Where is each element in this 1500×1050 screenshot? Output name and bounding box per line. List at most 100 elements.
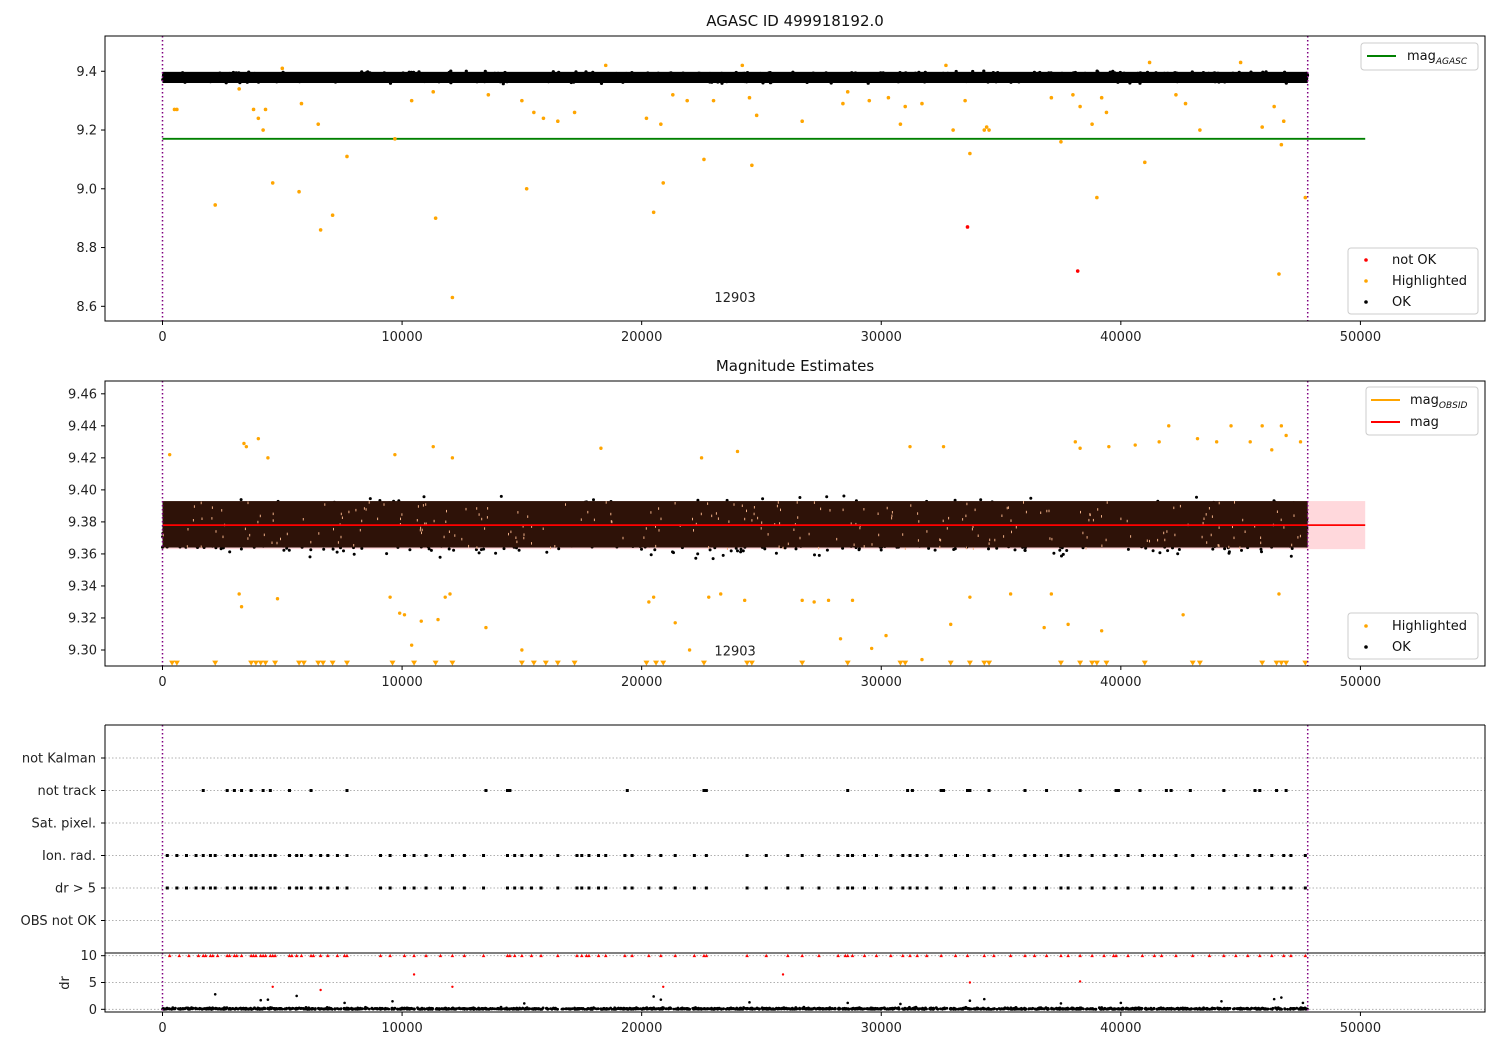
ok-points-band <box>161 69 1310 86</box>
agasc-plot-area: 0 10000 20000 30000 40000 500008.68.89.09.29.… <box>76 35 1486 345</box>
ok-point <box>429 548 433 552</box>
ok-point <box>736 549 739 553</box>
agasc-point-legend-box <box>1347 247 1479 315</box>
ok-point <box>408 548 412 552</box>
agasc-x-tick-label: 50000 <box>1340 330 1381 345</box>
ok-point <box>494 551 498 555</box>
ok-point <box>1211 547 1215 551</box>
highlighted-point <box>659 122 663 126</box>
ok-point <box>798 496 802 499</box>
highlighted-point <box>747 95 752 100</box>
ok-point <box>649 553 653 557</box>
ok-point <box>219 547 223 551</box>
agasc-x-tick-label: 30000 <box>861 330 902 345</box>
ok-point <box>322 547 326 551</box>
highlighted-point <box>1277 272 1281 276</box>
highlighted-point <box>903 104 908 109</box>
highlighted-point <box>318 228 323 232</box>
highlighted-point <box>1059 139 1063 144</box>
highlighted-point <box>603 63 608 68</box>
ok-point <box>360 546 364 550</box>
highlighted-point <box>256 116 261 121</box>
highlighted-point <box>750 163 754 168</box>
agasc-y-tick-label: 8.6 <box>76 300 97 315</box>
ok-point <box>1176 552 1180 556</box>
mag-estimates-panel-title: Magnitude Estimates <box>716 357 874 375</box>
highlighted-point <box>1147 60 1152 65</box>
ok-point <box>477 551 481 555</box>
highlighted-point <box>270 181 275 185</box>
agasc-x-tick-label: 40000 <box>1100 330 1141 345</box>
ok-point <box>729 549 733 553</box>
highlighted-point <box>898 122 903 126</box>
ok-point <box>653 548 657 552</box>
clipped-marks <box>161 60 1366 300</box>
highlighted-point <box>450 295 455 300</box>
ok-legend-marker <box>1364 300 1368 304</box>
highlighted-point <box>1183 101 1188 106</box>
highlighted-point <box>685 98 689 103</box>
highlighted-point <box>541 116 546 121</box>
highlighted-point <box>951 128 955 132</box>
highlighted-point <box>520 98 524 103</box>
not-ok-legend-label: not OK <box>1392 253 1437 268</box>
highlighted-point <box>800 119 804 124</box>
agasc-y-tick-label: 9.4 <box>76 65 97 80</box>
highlighted-point <box>297 189 301 194</box>
highlighted-point <box>393 137 397 141</box>
not-ok-legend-marker <box>1364 258 1368 262</box>
not-ok-point <box>1075 269 1080 273</box>
highlighted-point <box>1104 110 1109 115</box>
highlighted-point <box>524 186 529 191</box>
highlighted-legend-marker <box>1364 279 1368 283</box>
ok-point <box>1065 549 1069 552</box>
ok-point <box>309 548 313 552</box>
highlighted-point <box>1090 122 1094 126</box>
highlighted-point <box>987 128 991 132</box>
ok-point <box>987 547 990 551</box>
highlighted-point <box>754 113 759 118</box>
agasc-x-tick-label: 10000 <box>381 330 422 345</box>
ok-point <box>708 548 712 552</box>
agasc-line-legend-box <box>1360 42 1479 71</box>
mag-agasc-legend-label: magAGASC <box>1407 49 1468 67</box>
ok-point <box>825 548 829 552</box>
highlighted-point <box>968 151 972 156</box>
ok-point <box>927 546 931 550</box>
highlighted-point <box>280 66 285 71</box>
highlighted-point <box>316 122 321 126</box>
ok-point <box>794 547 798 551</box>
agasc-x-tick-label: 0 <box>158 330 166 345</box>
highlighted-point <box>1303 195 1308 200</box>
highlighted-point <box>330 213 335 218</box>
highlighted-point <box>532 110 536 115</box>
highlighted-point <box>1198 128 1202 132</box>
ok-point <box>285 546 289 550</box>
highlighted-point <box>711 98 716 103</box>
mag-estimates-plot-area: 0 10000 20000 30000 40000 500009.309.329.349.… <box>68 380 1486 690</box>
highlighted-point <box>1238 60 1243 65</box>
highlighted-legend-label: Highlighted <box>1392 274 1467 289</box>
highlighted-point <box>984 125 989 129</box>
ok-point <box>734 546 738 550</box>
ok-points-band <box>161 494 1309 561</box>
ok-point <box>385 552 389 556</box>
ok-point <box>696 498 700 502</box>
agasc-mag-panel: AGASC ID 499918192.0 0 10000 20000 30000 400… <box>76 12 1486 345</box>
ok-point <box>282 548 286 552</box>
not-ok-point <box>965 225 970 229</box>
highlighted-point <box>845 90 850 94</box>
highlighted-point <box>1272 104 1276 109</box>
agasc-obsid-annotation: 12903 <box>714 291 755 306</box>
agasc-line-legend: magAGASC <box>1360 42 1479 71</box>
agasc-x-tick-label: 20000 <box>621 330 662 345</box>
highlighted-point <box>1279 142 1284 147</box>
ok-point <box>239 547 243 551</box>
ok-point <box>711 557 715 561</box>
highlighted-point <box>251 107 256 112</box>
highlighted-point <box>1281 119 1286 124</box>
highlighted-point <box>920 101 924 106</box>
ok-point <box>817 553 821 557</box>
ok-point <box>422 495 426 499</box>
